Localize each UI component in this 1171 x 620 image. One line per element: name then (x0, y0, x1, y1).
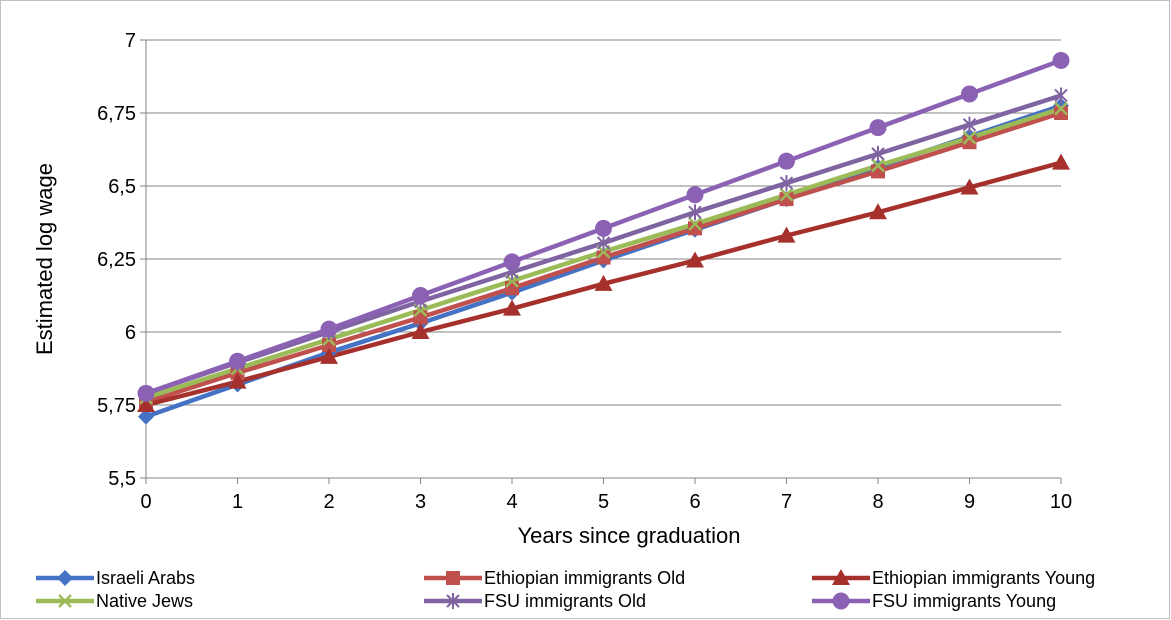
data-point (138, 408, 154, 425)
x-tick-label: 4 (506, 491, 517, 513)
legend-swatch-marker (58, 594, 72, 608)
data-point (137, 384, 155, 402)
y-tick-label: 5,5 (108, 468, 136, 490)
data-point (871, 158, 885, 173)
data-point (413, 310, 428, 325)
series-markers (137, 51, 1070, 425)
y-tick-label: 6 (125, 322, 136, 344)
legend-item: Ethiopian immigrants Old (424, 568, 685, 588)
x-tick-label: 6 (689, 491, 700, 513)
data-point (595, 219, 612, 237)
y-tick-label: 5,75 (97, 395, 136, 417)
legend-item: Israeli Arabs (36, 568, 195, 588)
data-point (962, 135, 977, 150)
legend-swatch-marker (57, 570, 73, 586)
marker-stroke (779, 187, 794, 202)
legend-label: Native Jews (96, 591, 193, 611)
marker-stroke (1054, 101, 1068, 116)
data-point (1054, 106, 1068, 120)
gridlines (146, 39, 1061, 479)
x-tick-label: 0 (140, 491, 151, 513)
data-point (688, 217, 702, 231)
legend-label: Ethiopian immigrants Old (484, 568, 685, 588)
legend-label: FSU immigrants Young (872, 591, 1056, 611)
data-point (688, 221, 702, 236)
y-tick-label: 7 (125, 30, 136, 52)
legend: Israeli Arabs Ethiopian immigrants Old Eth… (36, 568, 1095, 611)
axes: 5,5 5,75 6 6,25 6,5 6,75 7 0 1 2 3 4 5 6 7 8 9 10 (97, 30, 1072, 513)
legend-label: Ethiopian immigrants Young (872, 568, 1095, 588)
data-point (411, 323, 430, 339)
legend-swatch-marker (832, 592, 850, 610)
legend-item: Ethiopian immigrants Young (812, 568, 1095, 588)
marker-stroke (688, 217, 702, 231)
x-tick-label: 5 (598, 491, 609, 513)
y-tick-label: 6,25 (97, 249, 136, 271)
data-point (505, 281, 519, 296)
x-tick-label: 3 (415, 491, 426, 513)
legend-label: FSU immigrants Old (484, 591, 646, 611)
marker-stroke (871, 158, 885, 173)
x-tick-label: 10 (1050, 491, 1072, 513)
legend-swatch-marker (446, 571, 460, 585)
data-point (503, 253, 521, 271)
data-point (686, 251, 704, 268)
data-point (778, 152, 795, 170)
data-point (961, 85, 978, 103)
data-point (869, 203, 887, 220)
y-tick-label: 6,75 (97, 103, 136, 125)
data-point (596, 234, 611, 251)
x-tick-label: 2 (323, 491, 334, 513)
data-point (779, 175, 794, 192)
x-axis-title: Years since graduation (517, 523, 740, 548)
data-point (960, 178, 979, 195)
legend-item: FSU immigrants Old (424, 591, 646, 611)
data-point (229, 352, 246, 370)
data-point (962, 130, 977, 145)
legend-label: Israeli Arabs (96, 568, 195, 588)
x-tick-label: 1 (232, 491, 243, 513)
data-point (320, 347, 338, 364)
data-point (228, 372, 247, 389)
data-point (1052, 51, 1070, 69)
legend-swatch-marker (832, 569, 850, 585)
data-point (320, 320, 338, 338)
data-point (1054, 87, 1068, 104)
data-point (779, 187, 794, 202)
marker-stroke (962, 130, 977, 145)
data-point (962, 116, 977, 133)
legend-item: Native Jews (36, 591, 193, 611)
data-point (686, 186, 704, 204)
data-point (594, 274, 613, 291)
data-point (871, 145, 885, 162)
legend-item: FSU immigrants Young (812, 591, 1056, 611)
data-point (1054, 101, 1068, 116)
y-axis-title: Estimated log wage (32, 163, 57, 355)
marker-stroke (58, 594, 72, 608)
data-point (137, 396, 155, 412)
data-point (779, 192, 794, 207)
x-tick-label: 8 (872, 491, 883, 513)
data-point (503, 299, 521, 316)
data-point (777, 226, 796, 243)
y-tick-label: 6,5 (108, 176, 136, 198)
data-point (1052, 153, 1070, 170)
x-tick-label: 9 (964, 491, 975, 513)
legend-swatch-marker (446, 593, 460, 609)
data-point (869, 119, 887, 137)
data-point (688, 204, 702, 221)
data-point (412, 287, 429, 304)
x-tick-label: 7 (781, 491, 792, 513)
